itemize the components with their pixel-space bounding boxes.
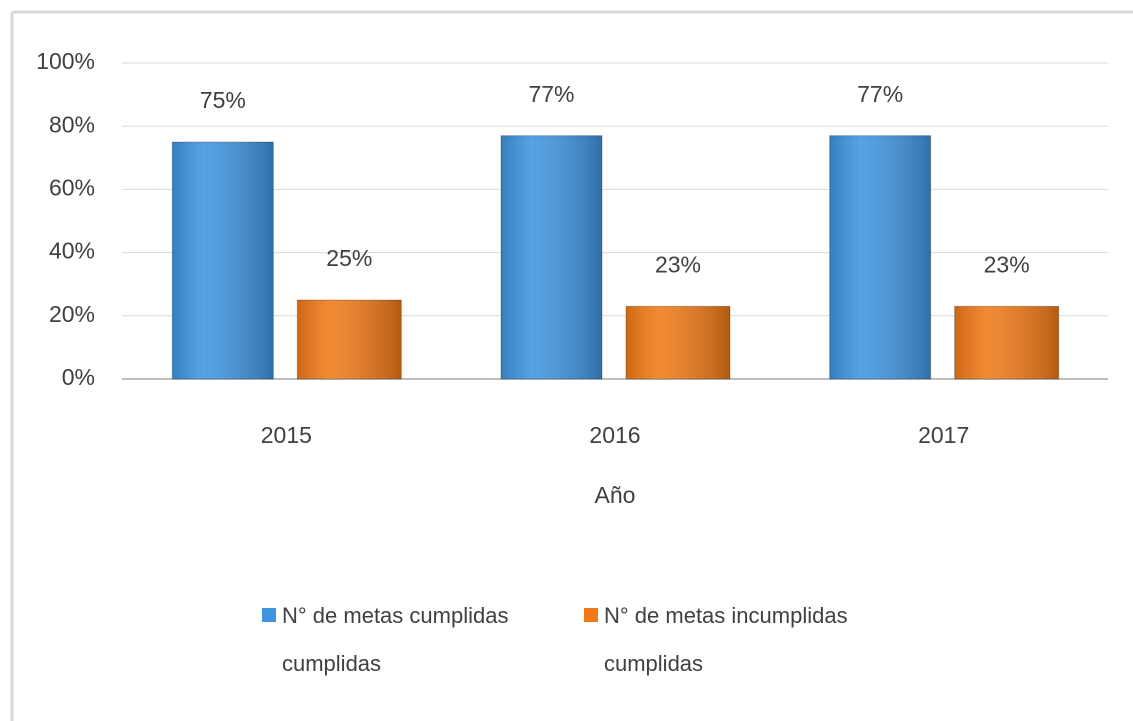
legend-label: N° de metas cumplidas cumplidas xyxy=(282,603,509,676)
x-axis-title: Año xyxy=(595,482,636,508)
x-tick-label: 2017 xyxy=(918,422,969,448)
data-label: 75% xyxy=(200,87,246,113)
y-tick-label: 80% xyxy=(49,111,95,137)
legend-label: N° de metas incumplidas cumplidas xyxy=(604,603,848,676)
bar xyxy=(500,135,603,380)
y-tick-label: 20% xyxy=(49,301,95,327)
legend-swatch xyxy=(262,608,276,622)
bar xyxy=(829,135,932,380)
bar xyxy=(954,305,1060,380)
data-label: 23% xyxy=(984,251,1030,277)
y-tick-label: 60% xyxy=(49,174,95,200)
y-tick-label: 100% xyxy=(36,48,95,74)
x-tick-label: 2015 xyxy=(261,422,312,448)
legend-item: N° de metas cumplidas cumplidas xyxy=(262,592,562,688)
bar xyxy=(625,305,731,380)
y-tick-label: 0% xyxy=(62,364,95,390)
data-label: 77% xyxy=(857,81,903,107)
data-label: 25% xyxy=(326,245,372,271)
legend-swatch xyxy=(584,608,598,622)
data-label: 77% xyxy=(528,81,574,107)
x-tick-label: 2016 xyxy=(589,422,640,448)
data-label: 23% xyxy=(655,251,701,277)
bar xyxy=(171,141,274,380)
legend-item: N° de metas incumplidas cumplidas xyxy=(584,592,884,688)
bar xyxy=(296,299,402,380)
y-tick-label: 40% xyxy=(49,238,95,264)
